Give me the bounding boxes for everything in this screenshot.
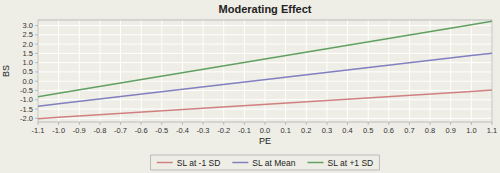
grid-line (38, 71, 492, 72)
tick (99, 122, 100, 125)
tick-label: 1.1 (487, 126, 497, 135)
tick (120, 122, 121, 125)
tick-label: 0.7 (404, 126, 414, 135)
tick-label: -1.0 (20, 95, 33, 104)
chart: Moderating Effect -1.1 -1.0 -0.9 -0.8 -0.7 -0.… (0, 0, 500, 173)
legend-swatch (232, 162, 248, 164)
series-line (38, 53, 492, 106)
tick (38, 122, 39, 125)
tick (35, 99, 38, 100)
tick (492, 122, 493, 125)
tick-label: -0.9 (73, 126, 86, 135)
tick-label: -0.5 (20, 86, 33, 95)
tick (35, 34, 38, 35)
tick-label: -0.7 (114, 126, 127, 135)
tick (141, 122, 142, 125)
legend: SL at -1 SD SL at Mean SL at +1 SD (151, 155, 380, 170)
tick-label: 0.2 (301, 126, 311, 135)
tick-label: -1.5 (20, 105, 33, 114)
tick (35, 90, 38, 91)
tick-label: 1.5 (23, 49, 33, 58)
tick (450, 122, 451, 125)
tick-label: 0.9 (446, 126, 456, 135)
title: Moderating Effect (219, 3, 312, 15)
legend-label: SL at +1 SD (328, 158, 374, 168)
background (0, 0, 500, 173)
tick (368, 122, 369, 125)
legend-frame (151, 155, 380, 170)
series-line (38, 90, 492, 119)
tick (326, 122, 327, 125)
tick (79, 122, 80, 125)
tick (265, 122, 266, 125)
grid-line (38, 25, 492, 26)
tick-label: 0.4 (342, 126, 352, 135)
tick-label: -0.8 (93, 126, 106, 135)
tick (347, 122, 348, 125)
grid-line (38, 90, 492, 91)
y-axis-label: BS (1, 65, 11, 77)
tick (182, 122, 183, 125)
tick (35, 109, 38, 110)
tick-label: -0.6 (135, 126, 148, 135)
legend-swatch (308, 162, 324, 164)
tick (203, 122, 204, 125)
tick (58, 122, 59, 125)
tick-label: 0.3 (322, 126, 332, 135)
tick-label: 0.5 (23, 67, 33, 76)
tick (35, 81, 38, 82)
tick-label: 0.6 (384, 126, 394, 135)
tick-label: -0.3 (197, 126, 210, 135)
tick-label: -2.0 (20, 114, 33, 123)
x-axis-label: PE (259, 136, 271, 146)
tick-label: 0.5 (363, 126, 373, 135)
tick (35, 25, 38, 26)
legend-label: SL at -1 SD (177, 158, 221, 168)
lines (38, 21, 492, 118)
tick (409, 122, 410, 125)
grid-line (38, 81, 492, 82)
grid-line (38, 62, 492, 63)
tick-label: -0.4 (176, 126, 189, 135)
tick (471, 122, 472, 125)
grid-line (38, 53, 492, 54)
tick (388, 122, 389, 125)
grid-line (38, 44, 492, 45)
tick-label: 0.1 (280, 126, 290, 135)
tick-label: 0.0 (260, 126, 270, 135)
tick (306, 122, 307, 125)
tick-label: 1.0 (23, 58, 33, 67)
series-line (38, 21, 492, 96)
tick (223, 122, 224, 125)
tick (244, 122, 245, 125)
tick-label: -1.0 (52, 126, 65, 135)
tick (35, 118, 38, 119)
tick (35, 53, 38, 54)
grid-line (38, 99, 492, 100)
tick-label: 3.0 (23, 21, 33, 30)
tick-label: -0.5 (155, 126, 168, 135)
tick-label: -0.2 (217, 126, 230, 135)
tick (161, 122, 162, 125)
tick-label: 2.0 (23, 40, 33, 49)
legend-label: SL at Mean (252, 158, 295, 168)
legend-swatch (157, 162, 173, 164)
tick-label: 2.5 (23, 30, 33, 39)
tick-label: 0.0 (23, 77, 33, 86)
tick-label: 1.0 (466, 126, 476, 135)
grid-line (38, 34, 492, 35)
grid-line (38, 109, 492, 110)
tick (35, 71, 38, 72)
grid (38, 20, 492, 122)
tick (35, 44, 38, 45)
grid-line (38, 118, 492, 119)
tick-label: -0.1 (238, 126, 251, 135)
tick-label: -1.1 (32, 126, 45, 135)
tick-label: 0.8 (425, 126, 435, 135)
plot-frame (38, 20, 492, 122)
tick (35, 62, 38, 63)
tick (285, 122, 286, 125)
tick (430, 122, 431, 125)
